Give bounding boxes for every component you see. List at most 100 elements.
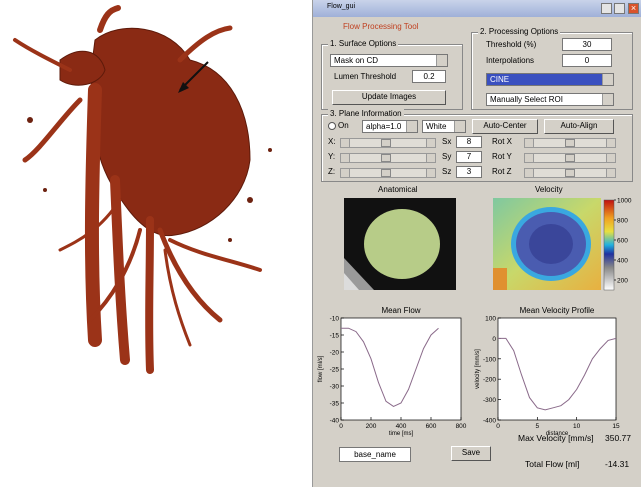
label: Rot X: [492, 137, 513, 146]
colorbar-tick-label: 800: [617, 218, 628, 225]
slider[interactable]: [524, 138, 616, 148]
panel-title: 2. Processing Options: [478, 27, 561, 36]
x-axis-label: distance: [546, 431, 569, 437]
x-tick-label: 5: [536, 423, 540, 430]
vessels: [13, 5, 262, 374]
alpha-dropdown[interactable]: alpha=1.0: [362, 120, 418, 133]
y-axis-label: flow [ml/s]: [318, 355, 324, 382]
y-tick-label: 0: [492, 336, 496, 343]
panel-title: 3. Plane Information: [328, 109, 404, 118]
mask-dropdown[interactable]: Mask on CD: [330, 54, 448, 67]
label: Total Flow [ml]: [525, 459, 580, 469]
interpolations-edit[interactable]: 0: [562, 54, 612, 67]
colorbar-tick-label: 1000: [617, 198, 632, 205]
vessel-render: [13, 5, 272, 374]
slider-thumb[interactable]: [565, 169, 575, 177]
x-tick-label: 0: [339, 423, 343, 430]
label: On: [338, 121, 349, 130]
label: Y:: [328, 152, 336, 161]
surface-panel: 1. Surface Options Mask on CD Lumen Thre…: [321, 39, 463, 110]
label: Max Velocity [mm/s]: [518, 433, 594, 443]
auto-align-button[interactable]: Auto-Align: [544, 119, 614, 134]
label: Rot Z: [492, 167, 512, 176]
label: Threshold (%): [486, 40, 537, 49]
radio[interactable]: [328, 122, 336, 130]
x-tick-label: 400: [396, 423, 407, 430]
slider[interactable]: [340, 138, 436, 148]
plot-title: Mean Velocity Profile: [520, 306, 595, 315]
y-tick-label: 100: [485, 316, 496, 323]
x-tick-label: 800: [456, 423, 467, 430]
slider[interactable]: [340, 153, 436, 163]
close[interactable]: ×: [628, 3, 639, 14]
slider[interactable]: [524, 168, 616, 178]
y-tick-label: -300: [483, 397, 496, 404]
y-tick-label: -400: [483, 418, 496, 425]
x-tick-label: 200: [366, 423, 377, 430]
label: Z:: [328, 167, 336, 176]
label: Sy: [442, 152, 452, 161]
colorbar: [603, 199, 615, 291]
minimize[interactable]: [601, 3, 612, 14]
window: Flow_gui × Flow Processing Tool 1. Surfa…: [312, 0, 641, 487]
colorbar-tick-label: 600: [617, 238, 628, 245]
y-tick-label: -25: [330, 367, 340, 374]
axes: [497, 317, 617, 421]
size-edit[interactable]: 3: [456, 166, 482, 178]
anatomical-image: [344, 198, 456, 290]
y-tick-label: -200: [483, 377, 496, 384]
y-tick-label: -100: [483, 356, 496, 363]
label: Lumen Threshold: [334, 72, 397, 81]
label: Rot Y: [492, 152, 512, 161]
tool-title: Flow Processing Tool: [343, 22, 419, 31]
x-tick-label: 600: [426, 423, 437, 430]
axes: [340, 317, 462, 421]
lumen-threshold-edit[interactable]: 0.2: [412, 70, 446, 83]
label: Sz: [442, 167, 452, 176]
x-tick-label: 15: [612, 423, 620, 430]
y-tick-label: -40: [330, 418, 340, 425]
slider-thumb[interactable]: [565, 154, 575, 162]
color-dropdown[interactable]: White: [422, 120, 466, 133]
auto-center-button[interactable]: Auto-Center: [472, 119, 538, 134]
vessel: [59, 50, 106, 86]
label: Velocity: [535, 185, 563, 194]
slider-thumb[interactable]: [565, 139, 575, 147]
y-tick-label: -20: [330, 350, 340, 357]
slider-thumb[interactable]: [381, 169, 391, 177]
speckle: [27, 117, 272, 242]
x-tick-label: 10: [573, 423, 581, 430]
y-tick-label: -35: [330, 401, 340, 408]
arrow-head: [178, 82, 189, 93]
processing-panel: 2. Processing Options Threshold (%) 30 I…: [471, 27, 633, 110]
label: Sx: [442, 137, 452, 146]
update-button[interactable]: Update Images: [332, 90, 446, 105]
roi-dropdown[interactable]: Manually Select ROI: [486, 93, 614, 106]
window-title: Flow_gui: [327, 3, 356, 10]
label: Interpolations: [486, 56, 535, 65]
y-tick-label: -30: [330, 384, 340, 391]
filename-edit[interactable]: base_name: [339, 447, 411, 462]
y-axis-label: velocity [mm/s]: [475, 349, 481, 389]
panel-title: 1. Surface Options: [328, 39, 399, 48]
save-button[interactable]: Save: [451, 446, 491, 461]
x-tick-label: 0: [496, 423, 500, 430]
slider-thumb[interactable]: [381, 154, 391, 162]
x-axis-label: time [ms]: [389, 431, 414, 437]
heart-mass: [90, 27, 251, 237]
threshold-edit[interactable]: 30: [562, 38, 612, 51]
size-edit[interactable]: 8: [456, 136, 482, 148]
slider[interactable]: [340, 168, 436, 178]
slider[interactable]: [524, 153, 616, 163]
slider-thumb[interactable]: [381, 139, 391, 147]
label: Anatomical: [378, 185, 418, 194]
size-edit[interactable]: 7: [456, 151, 482, 163]
maximize[interactable]: [614, 3, 625, 14]
y-tick-label: -15: [330, 333, 340, 340]
curve: [341, 327, 439, 407]
plot-title: Mean Flow: [381, 306, 420, 315]
mode-dropdown[interactable]: CINE: [486, 73, 614, 86]
curve: [498, 337, 617, 411]
